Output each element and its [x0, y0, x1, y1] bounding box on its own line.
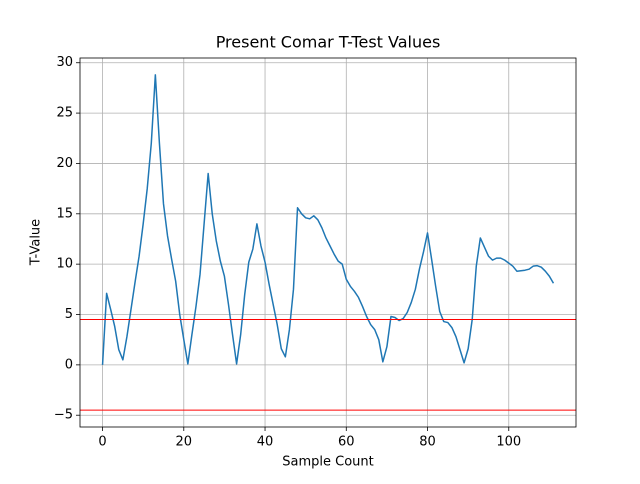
x-tick-label: 100: [496, 435, 521, 450]
y-axis-label: T-Value: [29, 219, 44, 266]
x-axis-label: Sample Count: [282, 455, 373, 470]
x-tick-label: 60: [338, 435, 355, 450]
y-tick-label: −5: [54, 408, 73, 423]
y-tick-label: 10: [56, 257, 73, 272]
y-tick-label: 30: [56, 55, 73, 70]
y-tick-label: 25: [56, 106, 73, 121]
data-line: [101, 74, 555, 365]
chart-title: Present Comar T-Test Values: [216, 33, 441, 52]
x-tick-label: 40: [257, 435, 274, 450]
x-tick-label: 0: [98, 435, 106, 450]
y-tick-label: 5: [65, 307, 73, 322]
y-tick-label: 20: [56, 156, 73, 171]
plot-frame: [79, 57, 577, 428]
y-tick-label: 15: [56, 206, 73, 221]
y-tick-label: 0: [65, 357, 73, 372]
x-tick-label: 20: [176, 435, 193, 450]
x-tick-label: 80: [419, 435, 436, 450]
